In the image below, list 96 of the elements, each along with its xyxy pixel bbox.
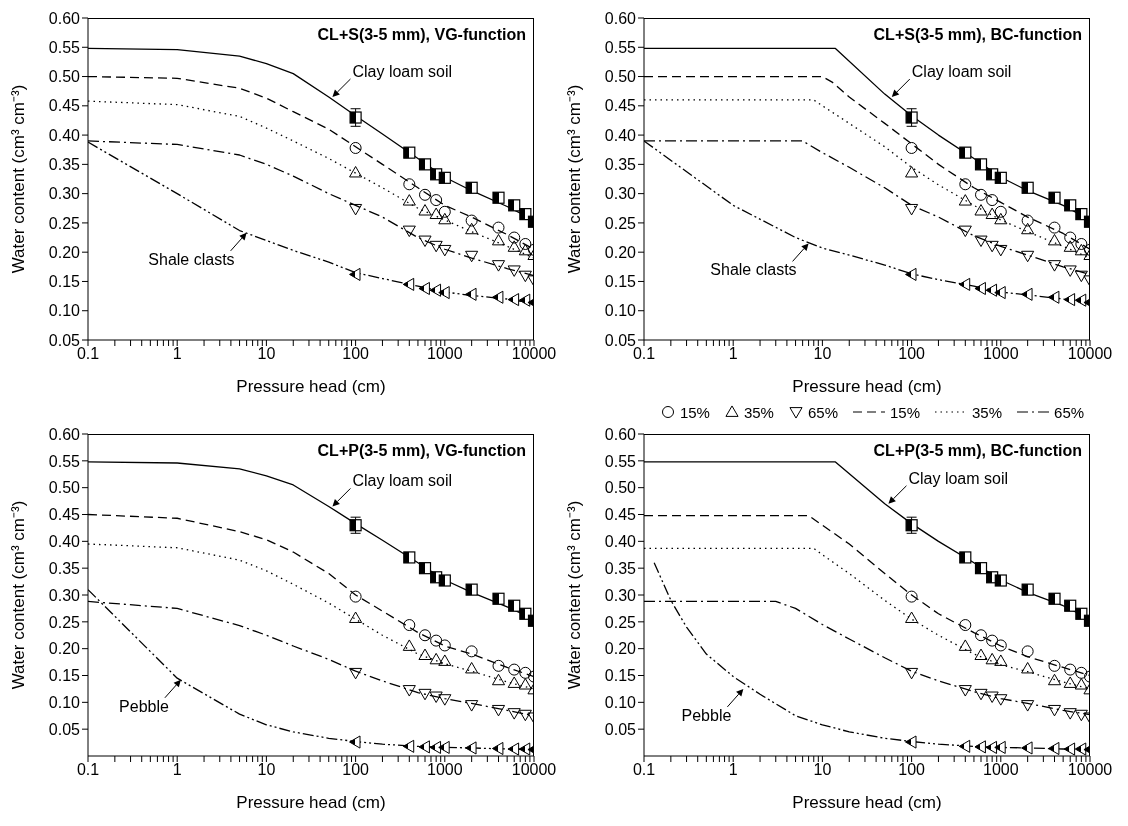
y-tick-label: 0.15 (604, 273, 637, 291)
y-tick-label: 0.30 (604, 185, 637, 203)
y-tick-label: 0.25 (604, 613, 637, 631)
x-tick-label: 100 (898, 345, 926, 363)
y-tick-label: 0.30 (604, 586, 637, 604)
x-tick-label: 10000 (511, 345, 557, 363)
text: CL+P(3-5 mm), BC-function (873, 442, 1082, 460)
annotation: Shale clasts (710, 261, 797, 279)
y-tick-label: 0.35 (604, 559, 637, 577)
y-tick-label: 0.45 (48, 506, 81, 524)
y-tick-label: 0.20 (48, 243, 81, 261)
legend-label: 65% (1054, 403, 1085, 421)
y-axis-title: Water content (cm³ cm⁻³) (565, 500, 585, 690)
text: CL+S(3-5 mm), VG-function (317, 26, 526, 44)
x-tick-label: 1 (172, 345, 182, 363)
x-tick-label: 10 (813, 761, 832, 779)
x-tick-label: 0.1 (632, 345, 656, 363)
text: CL+S(3-5 mm), BC-function (873, 26, 1082, 44)
y-tick-label: 0.20 (604, 640, 637, 658)
y-tick-label: 0.15 (604, 667, 637, 685)
y-tick-label: 0.10 (604, 694, 637, 712)
x-tick-label: 0.1 (76, 761, 100, 779)
y-tick-label: 0.55 (604, 38, 637, 56)
y-tick-label: 0.60 (48, 425, 81, 443)
y-tick-label: 0.40 (604, 533, 637, 551)
x-axis-title: Pressure head (cm) (792, 377, 942, 396)
y-tick-label: 0.60 (48, 9, 81, 27)
y-tick-label: 0.45 (48, 97, 81, 115)
y-tick-label: 0.10 (48, 694, 81, 712)
x-tick-label: 100 (898, 761, 926, 779)
x-tick-label: 1000 (427, 345, 463, 363)
x-tick-label: 1000 (427, 761, 463, 779)
y-axis-title: Water content (cm³ cm⁻³) (9, 84, 29, 274)
y-tick-label: 0.10 (48, 302, 81, 320)
x-tick-label: 10 (257, 761, 276, 779)
y-tick-label: 0.40 (48, 126, 81, 144)
y-axis-title: Water content (cm³ cm⁻³) (565, 84, 585, 274)
annotation: Pebble (119, 697, 169, 715)
y-tick-label: 0.15 (48, 273, 81, 291)
y-tick-label: 0.40 (604, 126, 637, 144)
x-tick-label: 1 (728, 345, 738, 363)
y-tick-label: 0.30 (48, 586, 81, 604)
y-tick-label: 0.10 (604, 302, 637, 320)
y-tick-label: 0.35 (604, 156, 637, 174)
annotation: Shale clasts (148, 250, 235, 268)
x-axis-title: Pressure head (cm) (236, 377, 386, 396)
y-tick-label: 0.20 (604, 243, 637, 261)
legend-label: 15% (679, 403, 710, 421)
x-axis-title: Pressure head (cm) (236, 793, 386, 812)
legend-label: 15% (890, 403, 921, 421)
y-tick-label: 0.35 (48, 559, 81, 577)
legend-label: 35% (972, 403, 1003, 421)
y-tick-label: 0.15 (48, 667, 81, 685)
y-tick-label: 0.50 (604, 479, 637, 497)
y-tick-label: 0.35 (48, 156, 81, 174)
y-tick-label: 0.05 (604, 720, 637, 738)
y-tick-label: 0.55 (604, 452, 637, 470)
legend-label: 65% (807, 403, 838, 421)
y-tick-label: 0.55 (48, 38, 81, 56)
x-tick-label: 1000 (983, 345, 1019, 363)
annotation: Clay loam soil (352, 472, 453, 490)
y-tick-label: 0.50 (48, 479, 81, 497)
y-tick-label: 0.20 (48, 640, 81, 658)
y-tick-label: 0.60 (604, 425, 637, 443)
y-tick-label: 0.45 (604, 97, 637, 115)
x-tick-label: 10 (813, 345, 832, 363)
annotation: Clay loam soil (908, 469, 1009, 487)
x-tick-label: 100 (342, 761, 370, 779)
text: CL+P(3-5 mm), VG-function (317, 442, 526, 460)
y-tick-label: 0.25 (48, 613, 81, 631)
x-tick-label: 0.1 (76, 345, 100, 363)
y-tick-label: 0.50 (604, 68, 637, 86)
annotation: Clay loam soil (911, 63, 1012, 81)
annotation: Pebble (681, 706, 732, 724)
x-tick-label: 10000 (1067, 345, 1113, 363)
y-tick-label: 0.25 (48, 214, 81, 232)
y-tick-label: 0.05 (48, 720, 81, 738)
x-tick-label: 0.1 (632, 761, 656, 779)
x-tick-label: 10000 (511, 761, 557, 779)
y-tick-label: 0.30 (48, 185, 81, 203)
y-axis-title: Water content (cm³ cm⁻³) (9, 500, 29, 690)
y-tick-label: 0.40 (48, 533, 81, 551)
y-tick-label: 0.50 (48, 68, 81, 86)
legend-label: 35% (743, 403, 774, 421)
x-tick-label: 1 (728, 761, 738, 779)
x-tick-label: 1000 (983, 761, 1019, 779)
y-tick-label: 0.45 (604, 506, 637, 524)
y-tick-label: 0.25 (604, 214, 637, 232)
x-tick-label: 100 (342, 345, 370, 363)
y-tick-label: 0.55 (48, 452, 81, 470)
x-axis-title: Pressure head (cm) (792, 793, 942, 812)
x-tick-label: 10 (257, 345, 276, 363)
y-tick-label: 0.60 (604, 9, 637, 27)
annotation: Clay loam soil (352, 63, 453, 81)
x-tick-label: 1 (172, 761, 182, 779)
x-tick-label: 10000 (1067, 761, 1113, 779)
